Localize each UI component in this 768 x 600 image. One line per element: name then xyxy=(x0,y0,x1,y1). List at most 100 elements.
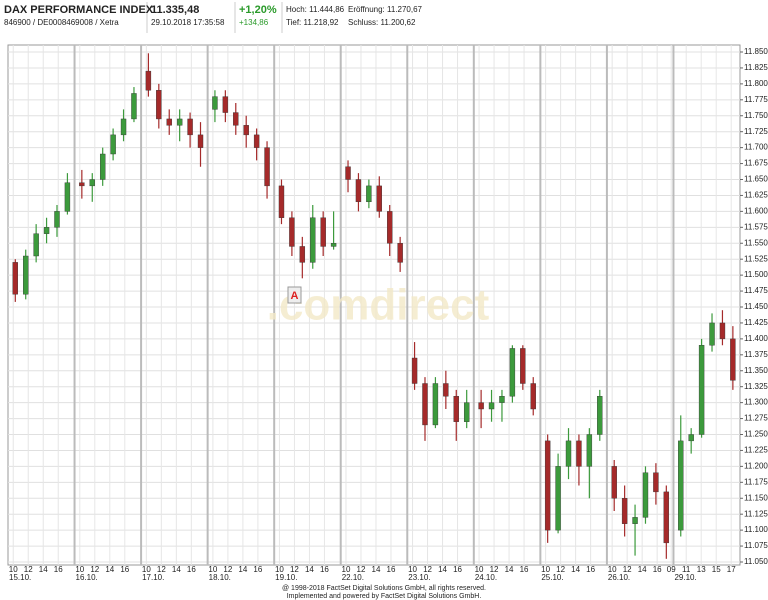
y-tick-label: 11.350 xyxy=(744,366,768,375)
x-date-label: 24.10. xyxy=(475,573,497,582)
candle-body xyxy=(698,345,705,435)
y-tick-label: 11.425 xyxy=(744,318,768,327)
y-tick-label: 11.725 xyxy=(744,127,768,136)
candle-body xyxy=(632,517,638,524)
candle-body xyxy=(443,383,449,397)
x-tick-label: 12 xyxy=(423,565,432,574)
y-tick-label: 11.075 xyxy=(744,541,768,550)
x-date-label: 17.10. xyxy=(142,573,164,582)
y-tick-label: 11.275 xyxy=(744,414,768,423)
x-tick-label: 12 xyxy=(490,565,499,574)
y-tick-label: 11.600 xyxy=(744,206,768,215)
candle-body xyxy=(278,185,285,218)
x-tick-label: 14 xyxy=(505,565,514,574)
candle-body xyxy=(555,466,561,531)
y-tick-label: 11.825 xyxy=(744,63,768,72)
x-tick-label: 14 xyxy=(372,565,381,574)
x-tick-label: 14 xyxy=(305,565,314,574)
x-date-label: 15.10. xyxy=(9,573,31,582)
x-tick-label: 16 xyxy=(120,565,129,574)
instrument-id: 846900 / DE0008469008 / Xetra xyxy=(4,18,119,27)
candle-body xyxy=(145,70,152,91)
x-tick-label: 10 xyxy=(9,565,18,574)
title: DAX PERFORMANCE INDEX xyxy=(4,4,154,16)
x-tick-label: 10 xyxy=(75,565,84,574)
candle-body xyxy=(156,90,162,120)
y-tick-label: 11.700 xyxy=(744,143,768,152)
candle-body xyxy=(530,383,536,410)
y-tick-label: 11.525 xyxy=(744,254,768,263)
x-tick-label: 12 xyxy=(24,565,33,574)
candle-body xyxy=(730,338,736,381)
candle-body xyxy=(23,255,29,295)
x-tick-label: 10 xyxy=(142,565,151,574)
y-tick-label: 11.100 xyxy=(744,525,768,534)
candle-body xyxy=(131,93,137,120)
candle-body xyxy=(653,472,659,493)
x-date-label: 22.10. xyxy=(342,573,364,582)
x-tick-label: 12 xyxy=(290,565,299,574)
price: 11.335,48 xyxy=(151,4,199,16)
x-tick-label: 15 xyxy=(712,565,721,574)
x-tick-label: 12 xyxy=(223,565,232,574)
x-tick-label: 16 xyxy=(586,565,595,574)
candle-body xyxy=(387,211,393,244)
x-tick-label: 11 xyxy=(682,565,691,574)
low: Tief: 11.218,92 xyxy=(286,18,339,27)
candle-body xyxy=(79,182,85,187)
candle-body xyxy=(719,322,726,340)
candle-body xyxy=(488,402,495,410)
x-date-label: 19.10. xyxy=(275,573,297,582)
candle-body xyxy=(289,217,295,247)
y-tick-label: 11.650 xyxy=(744,175,768,184)
candle-body xyxy=(99,153,106,180)
candle-body xyxy=(33,233,39,257)
y-tick-label: 11.475 xyxy=(744,286,768,295)
y-tick-label: 11.325 xyxy=(744,382,768,391)
y-tick-label: 11.175 xyxy=(744,477,768,486)
y-tick-label: 11.150 xyxy=(744,493,768,502)
candle-body xyxy=(233,112,239,126)
y-tick-label: 11.375 xyxy=(744,350,768,359)
candle-body xyxy=(663,491,670,544)
y-tick-label: 11.625 xyxy=(744,191,768,200)
x-tick-label: 13 xyxy=(697,565,706,574)
plot-area xyxy=(7,44,741,566)
candle-body xyxy=(176,118,183,126)
candle-body xyxy=(478,402,484,410)
y-tick-label: 11.250 xyxy=(744,430,768,439)
candle-body xyxy=(422,383,428,426)
x-tick-label: 14 xyxy=(638,565,647,574)
candle-body xyxy=(264,147,270,187)
candle-body xyxy=(576,440,582,467)
x-tick-label: 16 xyxy=(653,565,662,574)
candle-body xyxy=(499,396,505,403)
candle-body xyxy=(120,118,127,136)
x-tick-label: 12 xyxy=(623,565,632,574)
x-tick-label: 10 xyxy=(408,565,417,574)
y-tick-label: 11.300 xyxy=(744,398,768,407)
candle-body xyxy=(320,217,326,247)
marker: A xyxy=(291,290,299,302)
candle-body xyxy=(432,383,439,426)
open: Eröffnung: 11.270,67 xyxy=(348,5,423,14)
x-date-label: 16.10. xyxy=(76,573,98,582)
x-tick-label: 16 xyxy=(520,565,529,574)
footer: Implemented and powered by FactSet Digit… xyxy=(287,593,482,600)
candle-body xyxy=(611,466,617,499)
candle-body xyxy=(355,179,362,203)
candle-body xyxy=(12,262,18,295)
x-date-label: 23.10. xyxy=(408,573,430,582)
x-tick-label: 10 xyxy=(475,565,484,574)
x-tick-label: 10 xyxy=(541,565,550,574)
candle-body xyxy=(688,434,694,442)
candle-body xyxy=(642,472,649,518)
x-date-label: 29.10. xyxy=(674,573,696,582)
candle-body xyxy=(597,396,603,435)
candle-body xyxy=(709,322,715,346)
candle-body xyxy=(310,217,316,263)
y-tick-label: 11.500 xyxy=(744,270,768,279)
candle-body xyxy=(299,246,306,263)
x-tick-label: 14 xyxy=(238,565,247,574)
